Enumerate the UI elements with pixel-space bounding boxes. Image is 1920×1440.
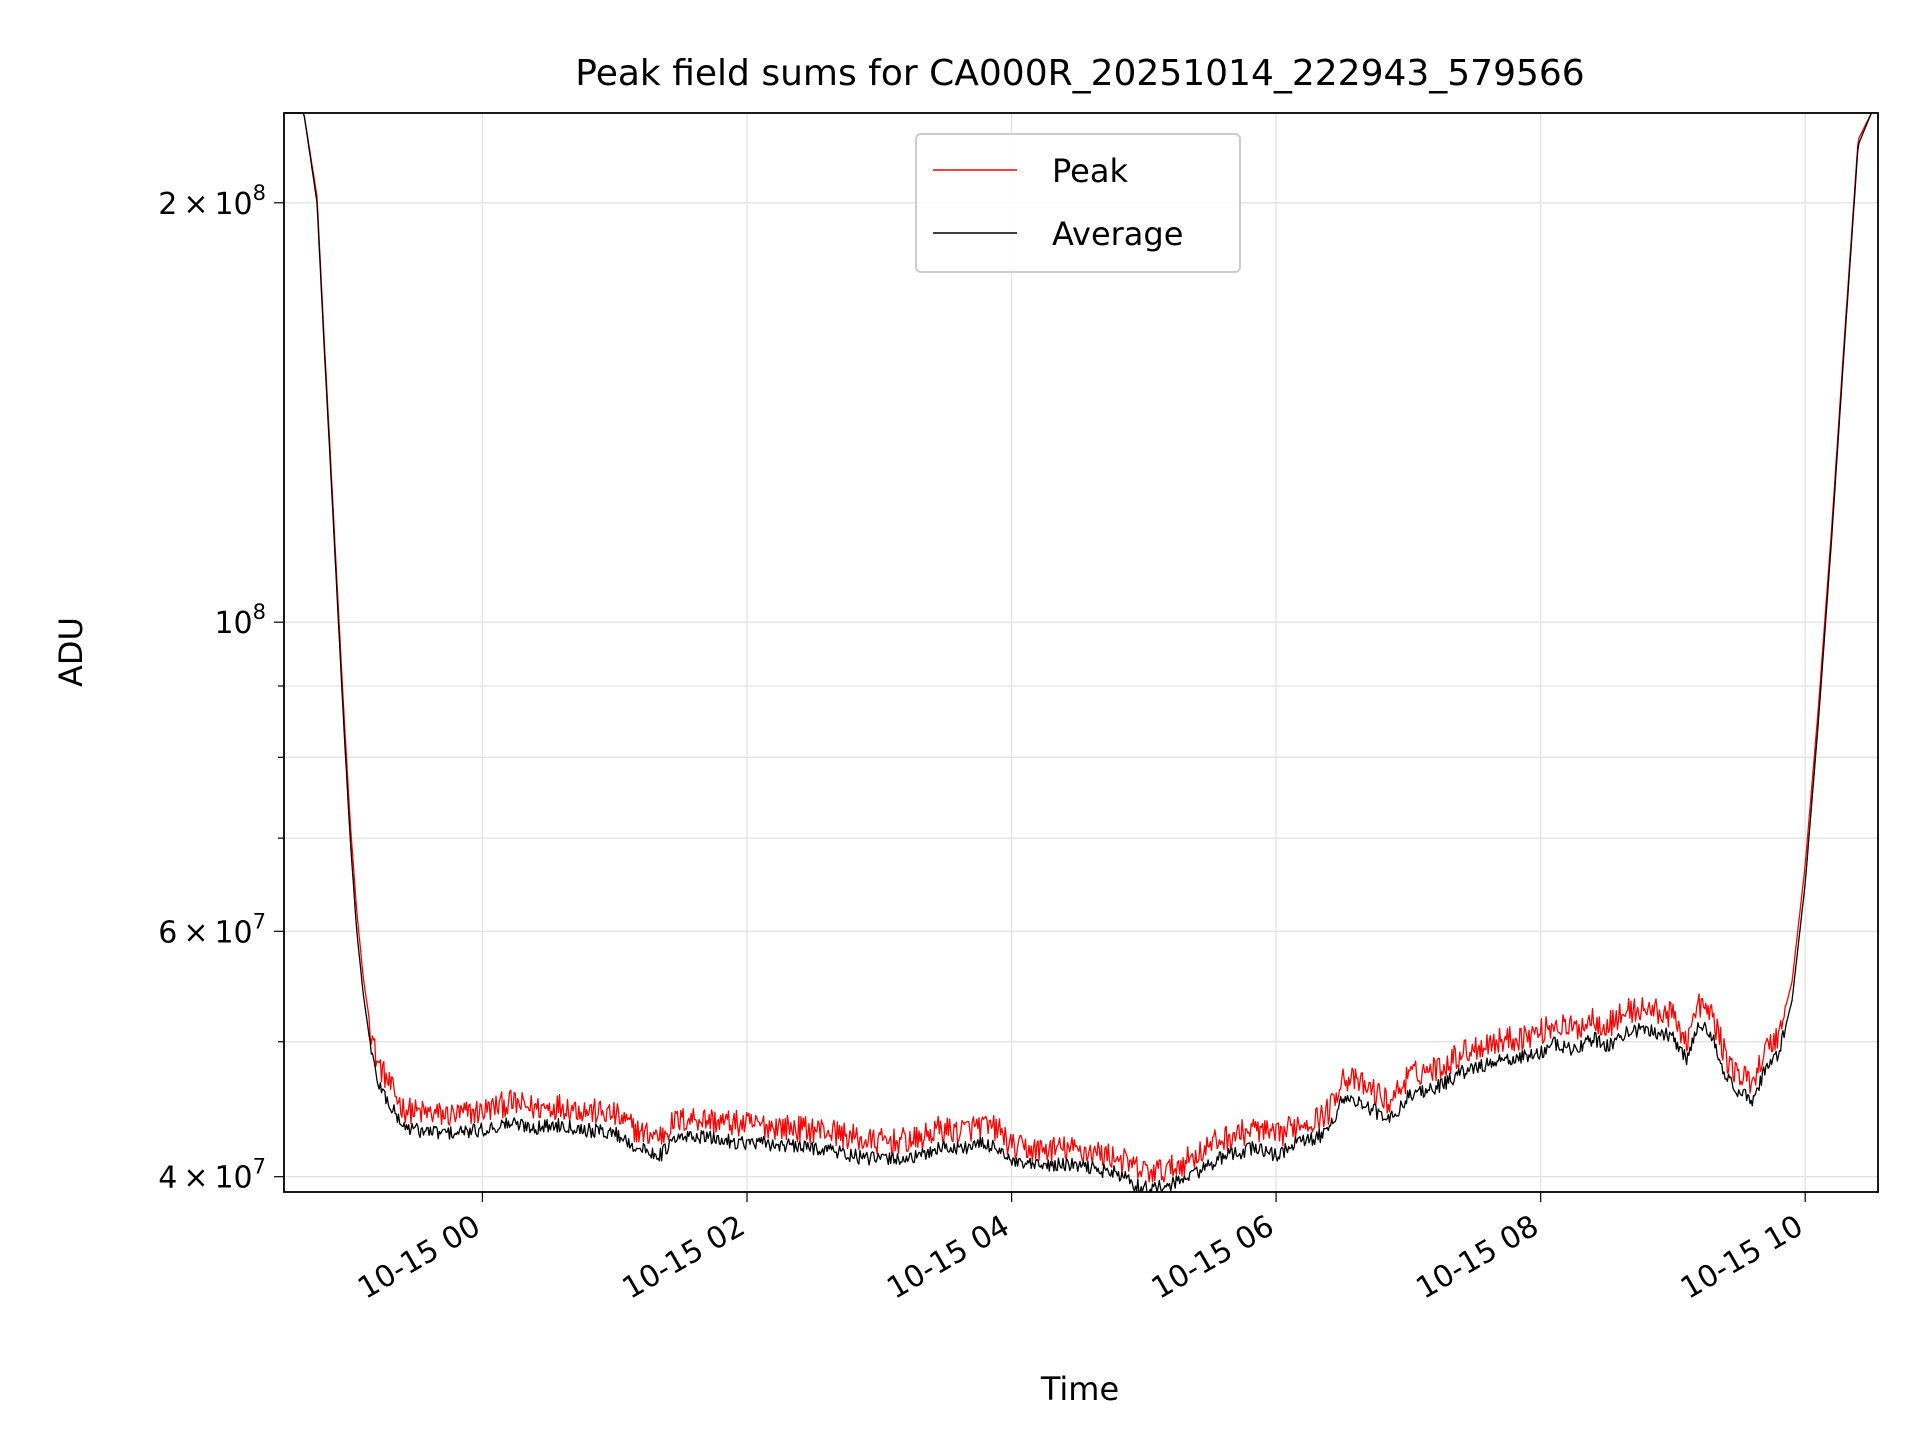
legend-box: [915, 133, 1241, 273]
chart-title: Peak field sums for CA000R_20251014_2229…: [575, 53, 1584, 94]
legend-label-peak: Peak: [1052, 152, 1128, 190]
y-axis-label: ADU: [52, 617, 90, 687]
series-line-average: [284, 112, 1873, 1193]
series-line-peak: [284, 112, 1872, 1183]
y-tick-label: 6 × 107: [158, 909, 266, 950]
legend-label-average: Average: [1052, 215, 1183, 253]
y-tick-label: 4 × 107: [158, 1155, 266, 1196]
plot-area: [284, 112, 1873, 1193]
x-axis-label: Time: [1040, 1370, 1119, 1408]
axes-frame: [283, 112, 1879, 1193]
y-tick-label: 2 × 108: [158, 181, 266, 222]
legend: Peak Average: [915, 133, 1241, 273]
